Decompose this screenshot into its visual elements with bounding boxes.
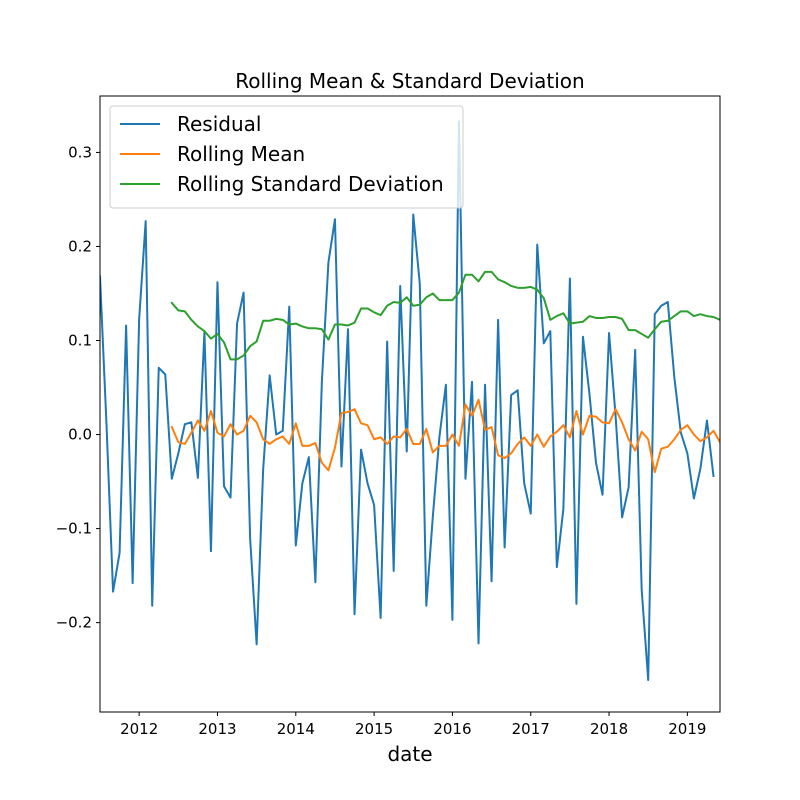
y-tick-label: 0.2 (68, 237, 92, 255)
chart-title: Rolling Mean & Standard Deviation (235, 69, 584, 93)
x-tick-label: 2017 (512, 720, 550, 738)
x-tick-label: 2018 (590, 720, 628, 738)
x-tick-label: 2015 (355, 720, 393, 738)
y-tick-label: 0.1 (68, 332, 92, 350)
y-tick-label: 0.0 (68, 426, 92, 444)
legend: Residual Rolling Mean Rolling Standard Dev… (109, 105, 464, 209)
axes: −0.2 −0.1 0.0 0.1 0.2 0.3 2012 2013 2014 2015 2016… (56, 95, 721, 738)
plot-area (100, 120, 720, 682)
legend-label-residual: Residual (177, 112, 261, 136)
x-tick-label: 2012 (120, 720, 158, 738)
x-tick-label: 2019 (668, 720, 706, 738)
axes-frame (99, 95, 721, 713)
series-line-residual (100, 120, 715, 682)
legend-label-rolling-standard-deviation: Rolling Standard Deviation (177, 172, 444, 196)
x-tick-label: 2016 (433, 720, 471, 738)
x-tick-label: 2013 (198, 720, 236, 738)
x-axis-label: date (387, 742, 432, 766)
series-line-rolling-mean (170, 398, 720, 474)
x-tick-label: 2014 (277, 720, 315, 738)
y-tick-label: −0.1 (56, 520, 92, 538)
y-tick-label: −0.2 (56, 614, 92, 632)
y-tick-label: 0.3 (68, 143, 92, 161)
legend-box (109, 105, 464, 209)
legend-label-rolling-mean: Rolling Mean (177, 142, 305, 166)
series-line-rolling-standard-deviation (170, 270, 720, 361)
